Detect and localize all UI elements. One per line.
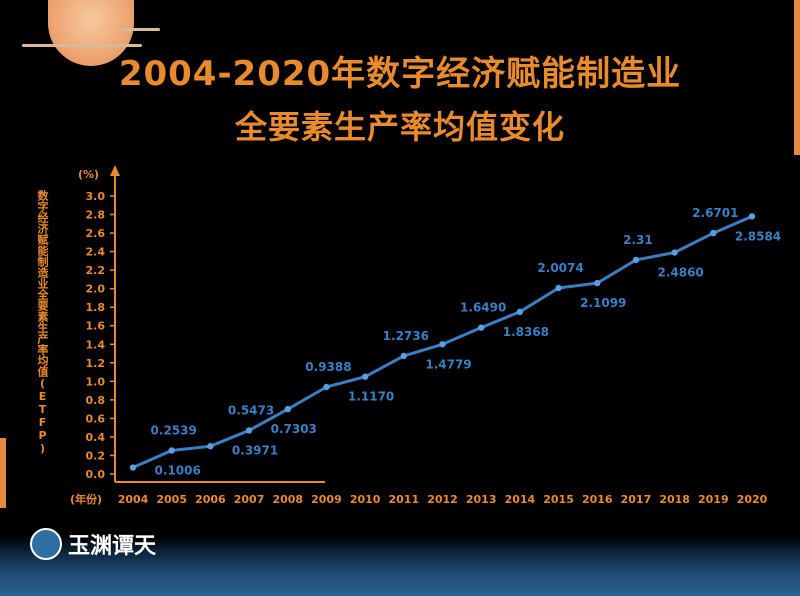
x-axis-label: (年份) [70, 492, 102, 506]
data-point [400, 352, 408, 360]
x-tick-label: 2019 [698, 493, 729, 506]
logo-icon [30, 528, 62, 560]
y-tick-label: 1.4 [86, 338, 106, 351]
data-label: 1.1170 [348, 390, 394, 404]
bottom-wave-band [0, 536, 800, 596]
y-tick-label: 1.6 [86, 320, 106, 333]
chart-title-line2: 全要素生产率均值变化 [234, 108, 565, 146]
data-point [748, 213, 756, 220]
x-tick-label: 2004 [118, 493, 149, 506]
data-point [710, 229, 717, 237]
x-tick-label: 2006 [195, 493, 226, 506]
data-label: 0.7303 [271, 422, 317, 436]
x-tick-label: 2012 [427, 493, 458, 506]
x-tick-label: 2009 [311, 493, 342, 506]
y-tick-label: 1.8 [86, 301, 106, 314]
x-tick-label: 2016 [582, 493, 613, 506]
decorative-line [120, 28, 160, 31]
data-label: 1.8368 [503, 325, 549, 339]
data-point [439, 341, 446, 348]
y-tick-label: 2.4 [86, 246, 106, 259]
y-tick-label: 2.6 [86, 227, 106, 240]
data-point [129, 464, 137, 471]
data-label: 2.6701 [692, 206, 738, 220]
data-label: 2.8584 [735, 229, 781, 243]
data-point [207, 443, 214, 450]
data-point [632, 256, 640, 264]
y-axis-arrow [110, 165, 120, 176]
y-tick-label: 0.2 [86, 449, 106, 462]
data-label: 1.4779 [425, 357, 471, 371]
chart-title-line1: 2004-2020年数字经济赋能制造业 [118, 54, 682, 94]
x-tick-label: 2020 [737, 493, 768, 506]
y-tick-label: 2.8 [86, 209, 106, 222]
y-tick-label: 0.6 [86, 412, 106, 425]
data-point [245, 427, 253, 434]
data-point [671, 249, 678, 256]
data-label: 1.6490 [460, 301, 506, 315]
y-unit-label: (%) [78, 168, 99, 181]
y-tick-label: 2.2 [86, 264, 106, 277]
data-label: 0.5473 [228, 403, 274, 417]
x-tick-label: 2008 [272, 493, 303, 506]
logo-text: 玉渊谭天 [68, 533, 157, 559]
decorative-bar-right [794, 0, 800, 155]
x-tick-label: 2007 [234, 493, 265, 506]
y-tick-label: 1.2 [86, 357, 106, 370]
data-label: 0.3971 [232, 443, 278, 457]
data-label: 0.1006 [155, 463, 201, 477]
x-tick-label: 2005 [156, 493, 187, 506]
data-point [516, 308, 524, 316]
x-tick-label: 2014 [505, 493, 536, 506]
y-tick-label: 3.0 [86, 190, 106, 203]
data-label: 2.4860 [657, 266, 703, 280]
data-point [555, 284, 562, 292]
y-tick-label: 0.4 [86, 431, 106, 444]
x-tick-label: 2010 [350, 493, 381, 506]
data-label: 0.9388 [305, 360, 351, 374]
decorative-line [22, 44, 142, 47]
y-axis-label: 数字经济赋能制造业全要素生产率均值(ETFP) [36, 190, 49, 455]
data-point [594, 279, 601, 287]
y-tick-label: 2.0 [86, 283, 106, 296]
x-tick-label: 2013 [466, 493, 497, 506]
data-label: 2.0074 [537, 261, 583, 275]
data-point [323, 383, 330, 391]
x-tick-label: 2015 [543, 493, 574, 506]
data-point [168, 447, 175, 454]
brand-logo: 玉渊谭天 [30, 528, 156, 560]
y-tick-label: 1.0 [86, 375, 106, 388]
data-label: 1.2736 [383, 329, 429, 343]
data-label: 0.2539 [151, 423, 197, 437]
data-point [361, 373, 369, 380]
y-tick-label: 0.8 [86, 394, 106, 407]
x-tick-label: 2018 [659, 493, 690, 506]
x-tick-label: 2011 [389, 493, 420, 506]
x-tick-label: 2017 [621, 493, 652, 506]
data-point [284, 405, 291, 413]
y-tick-label: 0.0 [86, 468, 106, 481]
decorative-sun [48, 0, 134, 66]
data-point [477, 324, 485, 331]
data-label: 2.1099 [580, 296, 626, 310]
data-label: 2.31 [623, 233, 653, 247]
decorative-bar-left [0, 438, 6, 508]
